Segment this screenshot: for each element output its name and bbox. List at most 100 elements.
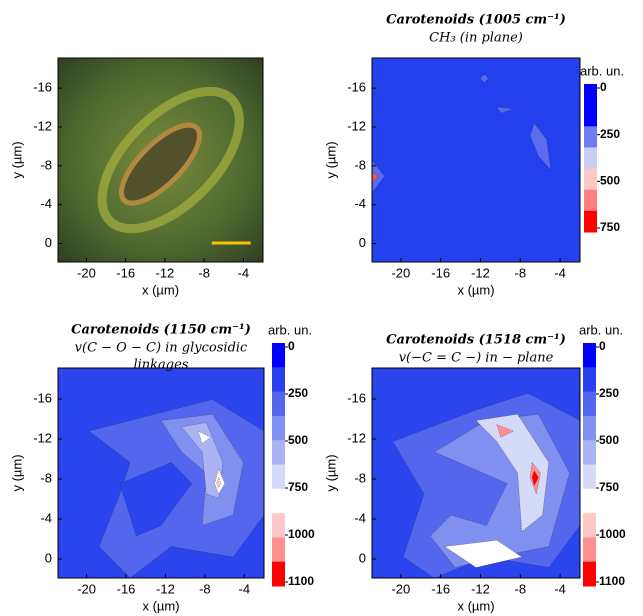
contour-region [529,122,552,171]
colorbar-tick-label: 500 [600,174,620,188]
colorbar-cell [272,537,285,563]
x-tick-label: -16 [116,265,135,280]
colorbar-cell [272,391,285,417]
contour-region [444,539,523,568]
y-tick-label: -16 [33,80,52,95]
x-tick-label: -8 [198,265,210,280]
colorbar-cell [584,84,597,106]
colorbar-tick-label: 750 [288,480,308,494]
x-tick-label: -8 [515,581,527,596]
colorbar-cell [584,168,597,191]
colorbar-tick-label: 1100 [288,574,314,588]
y-tick-label: -8 [354,157,366,172]
y-axis-label: y (µm) [323,141,338,178]
colorbar-cell [272,367,285,393]
y-axis-label: y (µm) [9,454,24,491]
y-tick-label: -12 [347,430,366,445]
colorbar-cell [584,189,597,212]
contour-region [479,74,489,83]
y-tick-label: -8 [354,470,366,485]
colorbar-tick-label: 0 [599,339,606,353]
colorbar-cell [583,464,596,490]
contour-region [181,422,224,499]
x-tick-label: -8 [199,581,211,596]
colorbar-cell [584,147,597,170]
colorbar-tick-label: 750 [600,220,620,234]
colorbar-cell [272,513,285,538]
y-tick-label: -16 [347,80,366,95]
colorbar-cell [583,488,596,514]
colorbar-tick-label: 500 [288,433,308,447]
panel-title: Carotenoids (1005 cm⁻¹) [386,13,566,28]
y-tick-label: -4 [40,196,52,211]
colorbar-cell [583,537,596,563]
x-tick-label: -12 [156,265,175,280]
x-tick-label: -4 [239,581,251,596]
x-axis-label: x (µm) [142,598,179,613]
colorbar-tick-label: 0 [600,80,607,94]
contour-region [531,470,539,487]
colorbar-tick-label: 0 [288,339,295,353]
colorbar-label: arb. un. [268,322,312,337]
panel-subtitle: v(−C = C −) in − plane [399,351,554,366]
colorbar-cell [583,440,596,465]
colorbar-cell [583,367,596,393]
y-tick-label: -12 [347,118,366,133]
colorbar-cell [583,561,596,587]
y-tick-label: -8 [40,157,52,172]
panel-subtitle: v(C − O − C) in glycosidic [75,341,248,356]
x-tick-label: -4 [238,265,250,280]
y-tick-label: 0 [45,550,52,565]
y-tick-label: -4 [40,510,52,525]
colorbar-cell [272,488,285,514]
y-tick-label: 0 [359,550,366,565]
colorbar-cell [583,415,596,441]
panel-title: Carotenoids (1150 cm⁻¹) [71,323,251,338]
panel-subtitle: linkages [133,358,188,373]
contour-region [496,106,514,114]
x-tick-label: -20 [77,265,96,280]
colorbar-label: arb. un. [580,63,624,78]
colorbar-cell [272,343,285,368]
colorbar-tick-label: 250 [600,127,620,141]
x-tick-label: -16 [117,581,136,596]
x-tick-label: -4 [554,265,566,280]
panel-subtitle: CH₃ (in plane) [429,31,523,46]
plot-frame [57,367,265,579]
cell-inner [118,122,203,206]
x-axis-label: x (µm) [142,282,179,297]
colorbar-cell [583,343,596,368]
colorbar-tick-label: 250 [599,386,619,400]
panel-title: Carotenoids (1518 cm⁻¹) [386,333,566,348]
x-tick-label: -8 [515,265,527,280]
y-tick-label: -12 [33,118,52,133]
colorbar-tick-label: 250 [288,386,308,400]
x-tick-label: -12 [156,581,175,596]
colorbar-cell [584,105,597,127]
colorbar-tick-label: 1000 [599,527,626,541]
cell-wall [97,86,244,234]
y-tick-label: -4 [354,196,366,211]
colorbar-cell [272,561,285,587]
contour-region [119,462,193,537]
x-tick-label: -20 [391,581,410,596]
colorbar-cell [584,126,597,148]
plot-frame [57,57,264,263]
y-axis-label: y (µm) [323,454,338,491]
y-axis-label: y (µm) [9,141,24,178]
contour-region [216,476,221,489]
plot-frame [371,367,581,579]
colorbar-cell [583,513,596,538]
colorbar-tick-label: 1100 [599,574,625,588]
x-tick-label: -4 [554,581,566,596]
contour-region [160,413,244,526]
contour-region [371,171,379,183]
y-tick-label: -8 [40,470,52,485]
x-axis-label: x (µm) [457,282,494,297]
colorbar-cell [583,391,596,417]
contour-region [496,424,514,438]
y-tick-label: -12 [33,430,52,445]
colorbar-cell [272,464,285,490]
colorbar-cell [272,440,285,465]
